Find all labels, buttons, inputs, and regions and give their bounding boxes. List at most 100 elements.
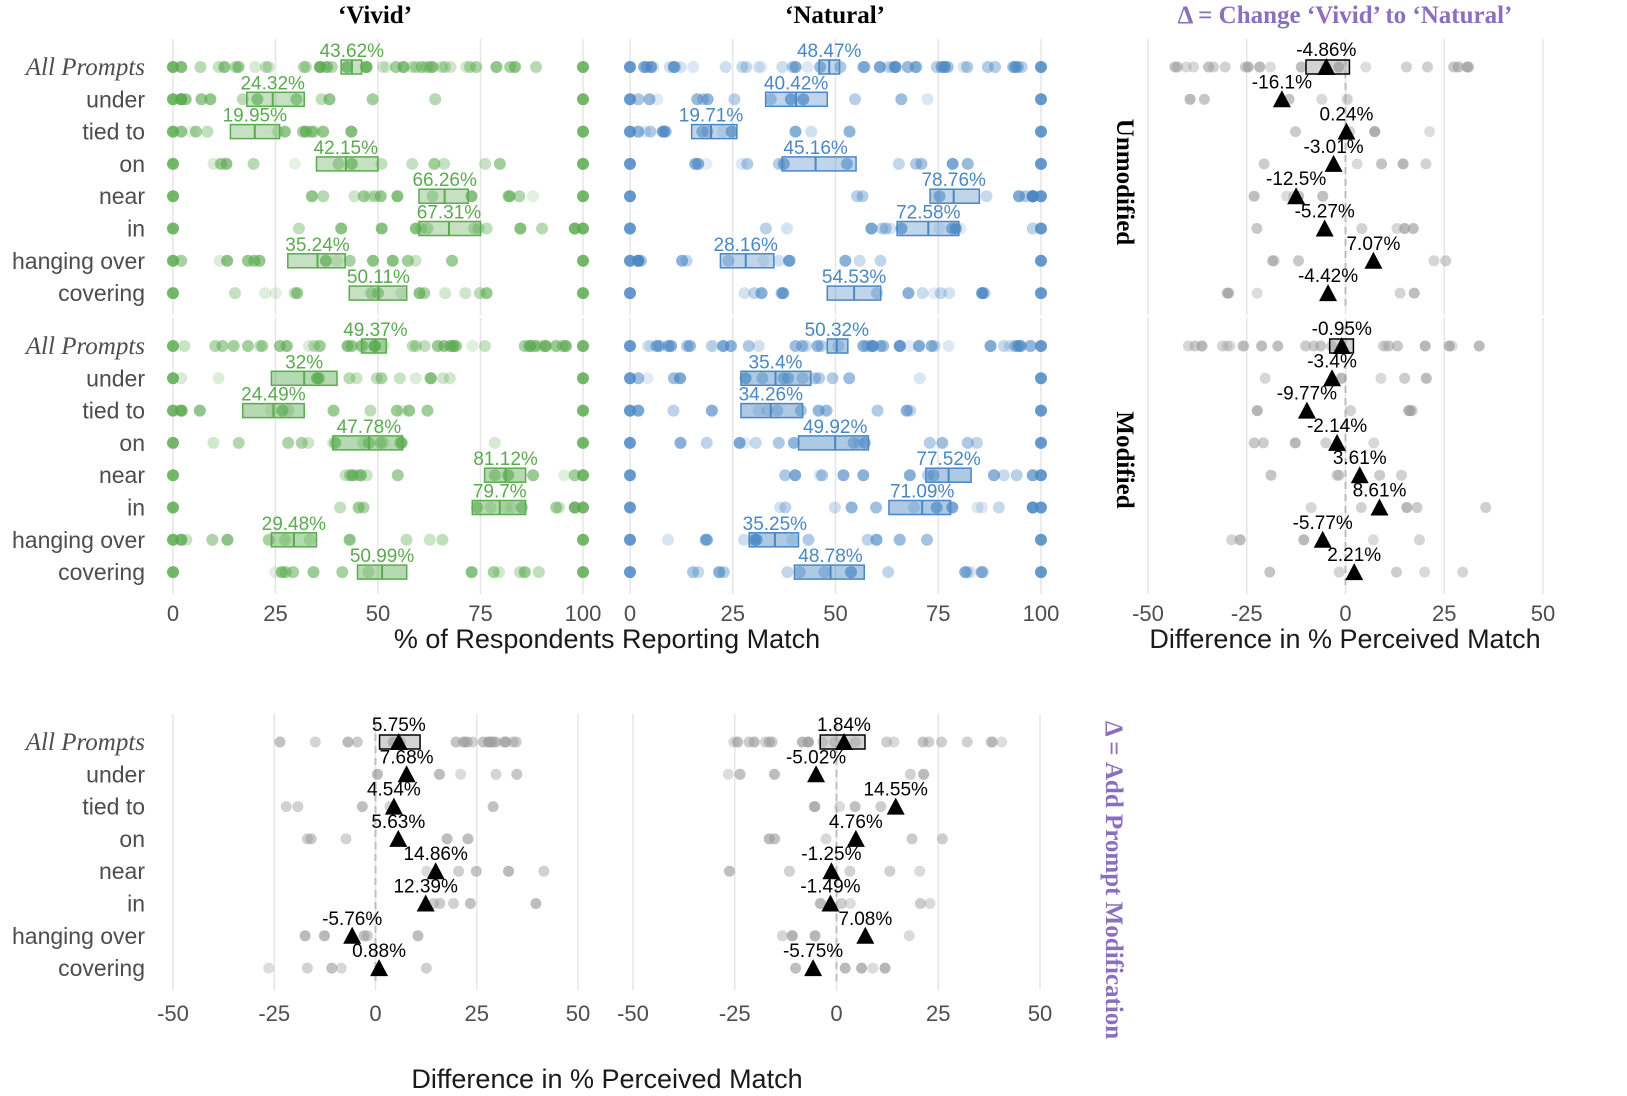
point-2-6-13 xyxy=(206,533,219,546)
point-4-3-4 xyxy=(1258,158,1270,170)
point-0-7-min xyxy=(167,287,179,300)
point-1-6-4 xyxy=(772,254,785,267)
point-2-6-4 xyxy=(221,533,234,546)
point-6-2-1 xyxy=(487,801,499,813)
point-3-1-13 xyxy=(813,372,826,385)
point-3-6-2 xyxy=(893,533,906,546)
point-2-0-35 xyxy=(345,340,358,352)
point-7-0-5 xyxy=(935,736,947,748)
point-5-5-2 xyxy=(1305,502,1317,513)
point-1-0-12 xyxy=(740,61,753,73)
point-2-7-12 xyxy=(487,566,500,579)
point-1-2-4 xyxy=(639,125,652,138)
point-2-5-4 xyxy=(505,501,518,514)
point-7-0-14 xyxy=(985,736,997,748)
point-5-3-3 xyxy=(1320,437,1332,449)
point-0-2-max xyxy=(577,125,589,138)
point-3-0-26 xyxy=(925,340,938,352)
point-1-6-10 xyxy=(839,254,852,267)
point-7-2-4 xyxy=(809,801,821,813)
point-1-0-26 xyxy=(674,61,687,73)
point-0-4-2 xyxy=(348,190,361,203)
data-label-1-1: 40.42% xyxy=(764,73,829,94)
point-2-6-8 xyxy=(436,533,449,546)
point-1-2-2 xyxy=(843,125,856,138)
point-7-2-3 xyxy=(834,801,846,813)
point-2-7-max xyxy=(577,566,589,579)
point-2-3-5 xyxy=(377,436,390,449)
point-0-3-max xyxy=(577,157,589,170)
point-3-0-4 xyxy=(997,340,1010,352)
data-label-4-1: -16.1% xyxy=(1252,72,1312,93)
point-2-0-38 xyxy=(444,340,457,352)
point-2-6-10 xyxy=(175,533,188,546)
tick-label-3-1: 25 xyxy=(721,601,745,626)
point-7-0-4 xyxy=(849,736,861,748)
point-0-0-41 xyxy=(229,61,242,73)
point-4-4-2 xyxy=(1317,190,1329,202)
data-label-0-3: 42.15% xyxy=(314,138,379,159)
point-3-0-28 xyxy=(832,340,845,352)
point-3-2-4 xyxy=(632,404,645,417)
point-7-1-3 xyxy=(768,768,780,780)
row-label-1-2: tied to xyxy=(82,398,145,424)
point-6-1-1 xyxy=(511,768,523,780)
point-3-4-10 xyxy=(903,469,916,482)
facet-label-unmodified: Unmodified xyxy=(1111,119,1138,246)
point-4-3-2 xyxy=(1376,158,1388,170)
point-4-3-0 xyxy=(1351,158,1363,170)
point-4-2-3 xyxy=(1369,126,1381,138)
point-1-3-0 xyxy=(910,157,923,170)
point-0-0-7 xyxy=(376,61,389,73)
point-2-1-6 xyxy=(212,372,225,385)
point-2-2-13 xyxy=(175,404,188,417)
point-0-0-min xyxy=(167,61,179,73)
point-2-7-11 xyxy=(465,566,478,579)
point-3-0-42 xyxy=(1009,340,1022,352)
point-3-6-max xyxy=(1035,533,1047,546)
point-2-5-13 xyxy=(352,501,365,514)
point-5-6-2 xyxy=(1413,534,1425,546)
tick-label-5-2: 0 xyxy=(1339,601,1351,626)
mean-marker-6-5 xyxy=(416,894,435,912)
point-5-4-0 xyxy=(1396,469,1408,481)
point-5-0-14 xyxy=(1238,340,1250,352)
tick-label-7-2: 0 xyxy=(830,1001,842,1026)
point-0-3-8 xyxy=(207,157,220,170)
point-1-3-1 xyxy=(777,157,790,170)
data-label-3-1: 35.4% xyxy=(749,352,803,373)
point-3-5-5 xyxy=(930,501,943,514)
point-0-5-2 xyxy=(472,222,485,235)
point-1-0-1 xyxy=(857,61,870,73)
point-1-1-4 xyxy=(691,93,704,106)
tick-label-3-0: 0 xyxy=(624,601,636,626)
point-4-7-4 xyxy=(1223,287,1235,299)
point-1-3-10 xyxy=(735,157,748,170)
x-axis-title-difference-right: Difference in % Perceived Match xyxy=(1149,624,1540,654)
point-2-3-10 xyxy=(488,436,501,449)
point-1-0-5 xyxy=(719,61,732,73)
point-7-0-0 xyxy=(917,736,929,748)
point-0-3-12 xyxy=(247,157,260,170)
point-2-6-2 xyxy=(423,533,436,546)
point-1-0-37 xyxy=(687,61,700,73)
tick-label-6-0: -50 xyxy=(157,1001,189,1026)
mean-marker-6-0 xyxy=(389,733,408,750)
point-1-6-max xyxy=(1035,254,1047,267)
point-3-6-11 xyxy=(738,533,751,546)
point-0-3-9 xyxy=(215,157,228,170)
point-5-0-21 xyxy=(1419,340,1431,352)
data-label-1-6: 28.16% xyxy=(714,235,779,256)
point-2-7-13 xyxy=(287,566,300,579)
title-vivid: ‘Vivid’ xyxy=(338,2,412,29)
data-label-4-7: -4.42% xyxy=(1298,266,1358,287)
data-label-0-7: 50.11% xyxy=(347,267,410,288)
point-6-2-4 xyxy=(280,801,292,813)
ci-box-2-0 xyxy=(360,338,387,354)
point-0-5-3 xyxy=(568,222,581,235)
point-3-3-9 xyxy=(700,436,713,449)
point-1-6-3 xyxy=(874,254,887,267)
point-6-3-3 xyxy=(462,833,474,845)
data-label-4-4: -12.5% xyxy=(1266,169,1326,190)
